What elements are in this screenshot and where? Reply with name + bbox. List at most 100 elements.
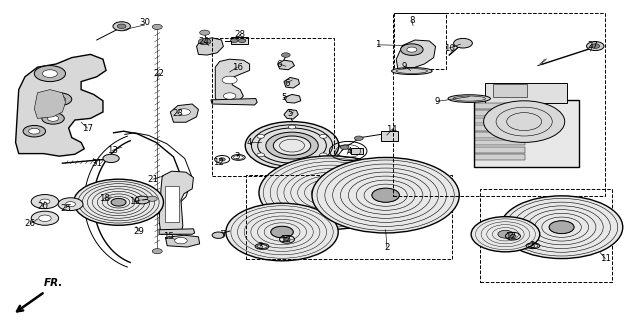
Bar	[231, 37, 248, 44]
Bar	[475, 132, 525, 138]
Circle shape	[103, 154, 119, 163]
Text: 11: 11	[600, 254, 611, 263]
Circle shape	[31, 195, 59, 209]
Circle shape	[245, 122, 339, 170]
Circle shape	[319, 134, 327, 138]
Circle shape	[113, 22, 130, 31]
Circle shape	[53, 96, 66, 102]
Text: 21: 21	[147, 175, 158, 184]
Circle shape	[222, 76, 237, 84]
Text: 8: 8	[409, 16, 414, 25]
Text: 7: 7	[221, 230, 226, 239]
Circle shape	[223, 93, 236, 99]
Text: 18: 18	[99, 194, 110, 203]
Circle shape	[500, 196, 623, 259]
Bar	[246, 175, 452, 259]
Polygon shape	[278, 60, 295, 70]
Circle shape	[549, 221, 574, 234]
Circle shape	[226, 203, 338, 261]
Bar	[475, 103, 525, 109]
Circle shape	[238, 39, 246, 43]
Circle shape	[74, 179, 163, 225]
Polygon shape	[159, 171, 193, 234]
Text: 17: 17	[82, 124, 93, 132]
Circle shape	[407, 47, 417, 52]
Circle shape	[34, 66, 66, 82]
Circle shape	[117, 24, 126, 28]
Circle shape	[271, 226, 293, 238]
Circle shape	[135, 196, 150, 204]
Bar	[394, 13, 446, 69]
Circle shape	[58, 198, 83, 211]
Circle shape	[317, 186, 344, 200]
Bar	[393, 13, 605, 196]
Circle shape	[47, 93, 72, 106]
Circle shape	[39, 215, 51, 221]
Text: 25: 25	[60, 204, 71, 212]
Text: 24: 24	[198, 37, 210, 46]
Ellipse shape	[392, 68, 432, 75]
Circle shape	[284, 238, 290, 241]
Circle shape	[454, 38, 472, 48]
Text: 9: 9	[434, 97, 439, 106]
Circle shape	[42, 70, 57, 77]
Circle shape	[66, 202, 76, 207]
Bar	[165, 186, 179, 222]
Text: 14: 14	[386, 125, 397, 134]
Circle shape	[147, 196, 157, 201]
Text: 5: 5	[288, 109, 293, 118]
Polygon shape	[284, 77, 300, 88]
Circle shape	[372, 188, 399, 202]
Circle shape	[340, 145, 349, 149]
Bar	[485, 83, 567, 103]
Text: 12: 12	[505, 232, 516, 241]
Circle shape	[31, 211, 59, 225]
Bar	[493, 84, 527, 97]
Text: 6: 6	[285, 79, 290, 88]
Text: 19: 19	[129, 197, 140, 206]
Circle shape	[288, 125, 296, 129]
Circle shape	[47, 116, 59, 121]
Circle shape	[40, 199, 50, 204]
Circle shape	[484, 101, 565, 142]
Text: 4: 4	[247, 138, 252, 147]
Circle shape	[200, 30, 210, 35]
Circle shape	[281, 53, 290, 57]
Bar	[474, 100, 579, 167]
Polygon shape	[284, 94, 301, 103]
Circle shape	[178, 109, 190, 115]
Text: 2: 2	[384, 243, 389, 252]
Circle shape	[587, 42, 604, 51]
Text: 4: 4	[347, 147, 352, 156]
Bar	[475, 118, 525, 124]
Circle shape	[266, 132, 318, 159]
Circle shape	[510, 235, 516, 238]
Polygon shape	[34, 90, 66, 118]
Circle shape	[257, 153, 265, 157]
Polygon shape	[165, 235, 200, 247]
Polygon shape	[197, 38, 223, 55]
Circle shape	[288, 162, 296, 166]
Polygon shape	[16, 54, 106, 156]
Text: 10: 10	[444, 44, 455, 52]
Circle shape	[219, 158, 225, 161]
Bar	[351, 148, 363, 154]
Bar	[475, 140, 525, 145]
Circle shape	[257, 134, 265, 138]
Circle shape	[111, 198, 126, 206]
Text: 3: 3	[235, 152, 240, 161]
Text: 22: 22	[154, 69, 165, 78]
Bar	[212, 38, 334, 176]
Text: 20: 20	[37, 202, 48, 211]
Bar	[381, 131, 398, 141]
Circle shape	[312, 157, 459, 233]
Text: 12: 12	[280, 235, 291, 244]
Bar	[475, 110, 525, 116]
Circle shape	[471, 217, 540, 252]
Circle shape	[152, 24, 162, 29]
Circle shape	[198, 38, 211, 45]
Circle shape	[42, 113, 64, 124]
Circle shape	[212, 232, 225, 238]
Polygon shape	[159, 229, 195, 234]
Circle shape	[230, 39, 238, 43]
